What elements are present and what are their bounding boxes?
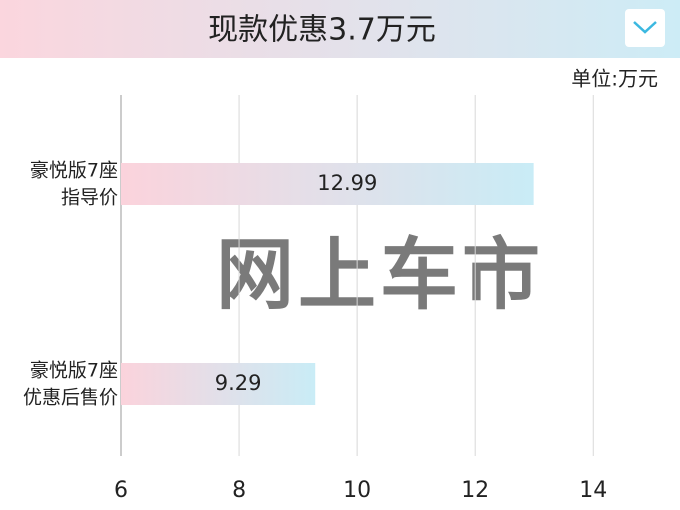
x-tick-label: 12 (461, 478, 489, 503)
x-tick-label: 10 (343, 478, 371, 503)
y-tick-label: 豪悦版7座 (30, 360, 118, 382)
chart-title: 现款优惠3.7万元 (208, 13, 436, 48)
value-label: 9.29 (215, 371, 262, 395)
x-tick-label: 8 (232, 478, 246, 503)
y-tick-label: 指导价 (61, 187, 118, 209)
y-tick-label: 豪悦版7座 (30, 160, 118, 182)
watermark: 网上车市 (216, 230, 544, 320)
bar (121, 363, 316, 405)
bar (121, 163, 534, 205)
header-band (0, 0, 680, 58)
dropdown-button[interactable] (625, 9, 665, 47)
value-label: 12.99 (317, 171, 377, 195)
x-tick-label: 6 (114, 478, 128, 503)
unit-label: 单位:万元 (571, 67, 658, 91)
x-tick-label: 14 (579, 478, 607, 503)
y-tick-label: 优惠后售价 (23, 387, 118, 409)
